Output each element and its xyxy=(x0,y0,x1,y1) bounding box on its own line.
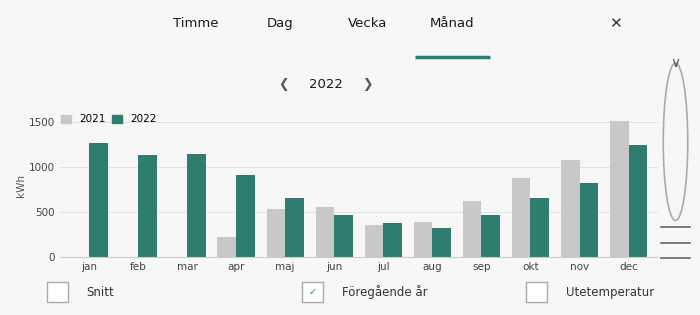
Text: ❯: ❯ xyxy=(363,78,373,91)
Bar xyxy=(531,198,549,257)
Bar xyxy=(463,201,482,257)
Bar xyxy=(236,175,255,257)
Y-axis label: kWh: kWh xyxy=(15,174,26,197)
Text: Utetemperatur: Utetemperatur xyxy=(566,286,654,299)
Bar xyxy=(384,223,402,257)
Bar xyxy=(414,222,433,257)
Text: Föregående år: Föregående år xyxy=(342,285,427,299)
Bar xyxy=(218,237,236,257)
Bar xyxy=(285,198,304,257)
Text: 2022: 2022 xyxy=(309,78,342,91)
Bar xyxy=(482,215,500,257)
Bar xyxy=(267,209,285,257)
FancyBboxPatch shape xyxy=(47,282,68,302)
FancyBboxPatch shape xyxy=(302,282,323,302)
Bar xyxy=(334,215,353,257)
Text: ∨: ∨ xyxy=(671,56,680,70)
Bar xyxy=(580,183,598,257)
Bar xyxy=(629,145,648,257)
Text: Månad: Månad xyxy=(430,17,475,31)
Bar xyxy=(187,154,206,257)
Bar xyxy=(89,143,108,257)
Bar xyxy=(316,208,334,257)
Text: Dag: Dag xyxy=(267,17,293,31)
Text: ❮: ❮ xyxy=(278,78,288,91)
Legend: 2021, 2022: 2021, 2022 xyxy=(60,114,157,124)
Bar xyxy=(138,155,157,257)
Bar xyxy=(512,178,531,257)
Text: Vecka: Vecka xyxy=(348,17,388,31)
Bar xyxy=(365,225,384,257)
Bar xyxy=(610,122,629,257)
Text: Snitt: Snitt xyxy=(86,286,114,299)
Bar xyxy=(561,160,580,257)
Text: ✕: ✕ xyxy=(609,16,622,32)
Text: Timme: Timme xyxy=(172,17,218,31)
Text: ✓: ✓ xyxy=(309,287,317,297)
FancyBboxPatch shape xyxy=(526,282,547,302)
Bar xyxy=(433,228,451,257)
